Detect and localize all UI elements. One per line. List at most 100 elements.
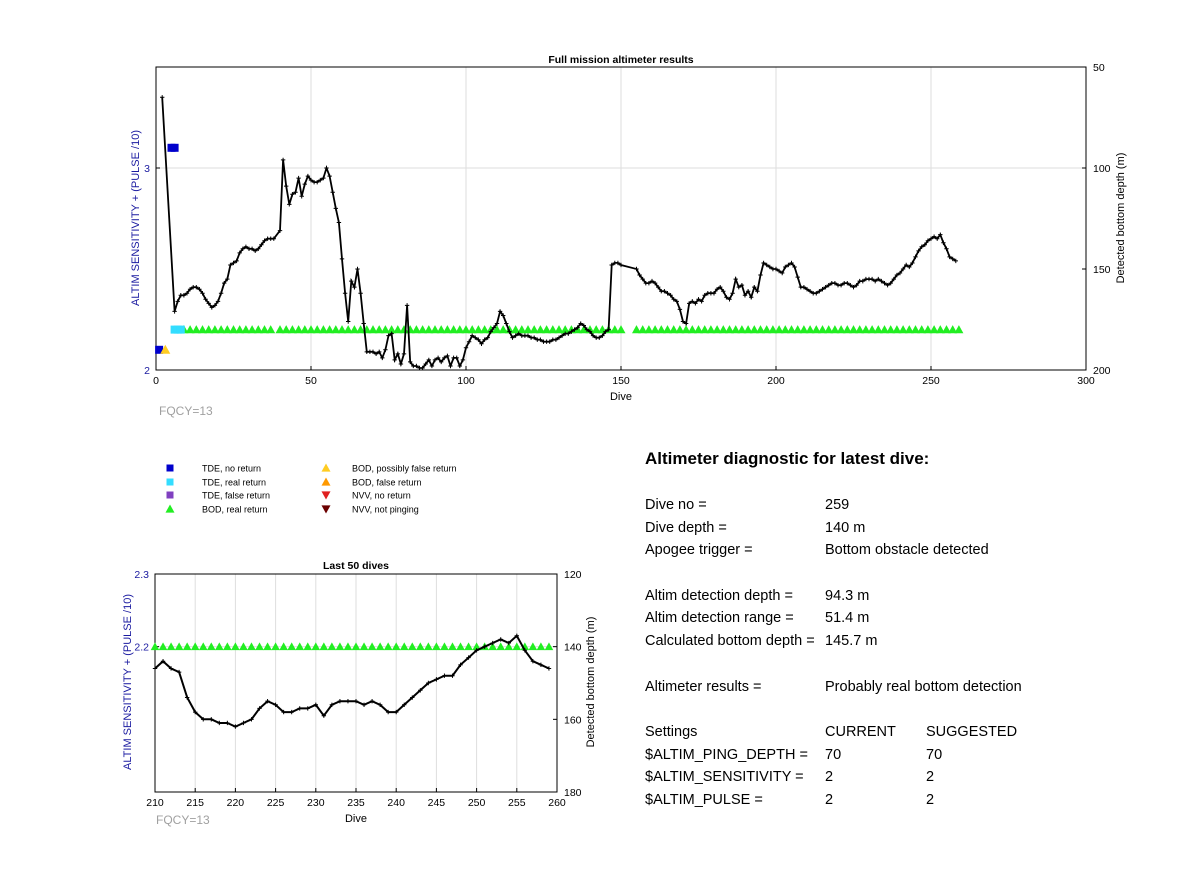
full-mission-markers — [155, 143, 964, 354]
dive-depth-label: Dive depth = — [645, 519, 727, 536]
depth-point — [795, 274, 800, 280]
bod-real-return-marker — [356, 325, 366, 334]
depth-point — [807, 289, 813, 294]
bod-real-return-marker — [743, 325, 753, 334]
setting-sensitivity-label: $ALTIM_SENSITIVITY = — [645, 769, 804, 786]
left-tick-label: 2.2 — [134, 642, 149, 654]
depth-point — [823, 284, 828, 290]
bod-real-return-marker — [449, 325, 459, 334]
bod-real-return-marker — [275, 325, 285, 334]
bod-real-return-marker — [374, 325, 384, 334]
bod-real-return-marker — [824, 325, 834, 334]
bod-real-return-marker — [448, 642, 457, 651]
legend-triangle-icon — [321, 463, 331, 472]
depth-point — [426, 357, 431, 363]
depth-point — [581, 323, 586, 328]
depth-point — [327, 173, 332, 179]
depth-point — [693, 301, 698, 306]
depth-point — [302, 181, 307, 187]
bod-real-return-marker — [263, 642, 272, 651]
bod-real-return-marker — [223, 642, 232, 651]
depth-point — [618, 262, 624, 268]
bod-real-return-marker — [498, 325, 508, 334]
bod-real-return-marker — [929, 325, 939, 334]
depth-point — [193, 709, 198, 715]
depth-point — [538, 337, 543, 342]
bod-real-return-marker — [749, 325, 759, 334]
det-depth-label: Altim detection depth = — [645, 587, 793, 604]
bod-real-return-marker — [535, 325, 545, 334]
depth-point — [634, 266, 639, 272]
depth-point — [442, 673, 447, 678]
depth-point — [714, 287, 720, 292]
depth-point — [448, 363, 453, 369]
depth-point — [237, 250, 242, 256]
depth-point — [426, 680, 431, 686]
legend-square-icon — [166, 478, 174, 486]
legend-triangle-icon — [321, 505, 331, 514]
depth-point — [284, 183, 289, 189]
bod-real-return-marker — [861, 325, 871, 334]
bod-real-return-marker — [616, 325, 626, 334]
depth-point — [458, 662, 463, 668]
bod-real-return-marker — [440, 642, 449, 651]
full-mission-left-axis-label: ALTIM SENSITIVITY + (PULSE /10) — [130, 130, 142, 306]
bod-real-return-marker — [260, 325, 269, 334]
setting-ping-depth-suggested: 70 — [926, 746, 943, 763]
bod-real-return-marker — [511, 325, 521, 334]
calc-depth-label: Calculated bottom depth = — [645, 633, 815, 650]
bod-real-return-marker — [300, 325, 310, 334]
last-50-depth-series — [152, 633, 552, 729]
depth-point — [860, 278, 865, 284]
depth-point — [538, 662, 544, 668]
dive-no-row: Dive no = 259 — [645, 494, 1165, 517]
depth-point — [353, 698, 359, 704]
det-range-value: 51.4 m — [825, 610, 870, 627]
right-tick-label: 150 — [1093, 264, 1111, 276]
bod-real-return-marker — [407, 642, 417, 651]
depth-point — [346, 319, 351, 324]
depth-point — [423, 361, 428, 367]
depth-point — [271, 236, 276, 241]
settings-header-row: Settings CURRENT SUGGESTED — [645, 721, 1165, 744]
bod-real-return-marker — [331, 325, 341, 334]
depth-point — [482, 644, 487, 649]
bod-real-return-marker — [650, 325, 660, 334]
x-tick-label: 150 — [612, 375, 630, 387]
bod-real-return-marker — [399, 642, 409, 651]
results-label: Altimeter results = — [645, 678, 762, 695]
depth-point — [265, 698, 270, 704]
depth-point — [556, 335, 562, 340]
depth-point — [640, 276, 645, 282]
legend-item-label: BOD, false return — [352, 478, 422, 488]
setting-ping-depth-current: 70 — [825, 746, 842, 763]
depth-point — [479, 341, 484, 346]
dive-no-value: 259 — [825, 497, 850, 513]
bod-real-return-marker — [700, 325, 710, 334]
last-50-right-axis-label: Detected bottom depth (m) — [585, 617, 597, 748]
bod-real-return-marker — [718, 325, 728, 334]
depth-point — [299, 194, 304, 199]
bod-real-return-marker — [687, 325, 697, 334]
depth-point — [420, 365, 425, 371]
bod-real-return-marker — [387, 325, 397, 334]
depth-point — [485, 335, 490, 340]
bod-real-return-marker — [229, 325, 238, 334]
bod-real-return-marker — [886, 325, 896, 334]
depth-point — [277, 228, 283, 233]
bod-real-return-marker — [935, 325, 945, 334]
setting-pulse-label: $ALTIM_PULSE = — [645, 791, 763, 808]
bod-real-return-marker — [867, 325, 877, 334]
depth-point — [488, 329, 493, 334]
bod-real-return-marker — [917, 325, 927, 334]
depth-point — [460, 357, 466, 363]
x-tick-label: 0 — [153, 375, 159, 387]
x-tick-label: 245 — [428, 797, 446, 809]
bod-real-return-marker — [255, 642, 264, 651]
depth-point — [507, 329, 512, 334]
depth-point — [476, 337, 481, 342]
depth-point — [851, 284, 856, 290]
setting-pulse-row: $ALTIM_PULSE = 2 2 — [645, 789, 1165, 812]
depth-point — [801, 284, 807, 290]
dive-depth-row: Dive depth = 140 m — [645, 517, 1165, 540]
